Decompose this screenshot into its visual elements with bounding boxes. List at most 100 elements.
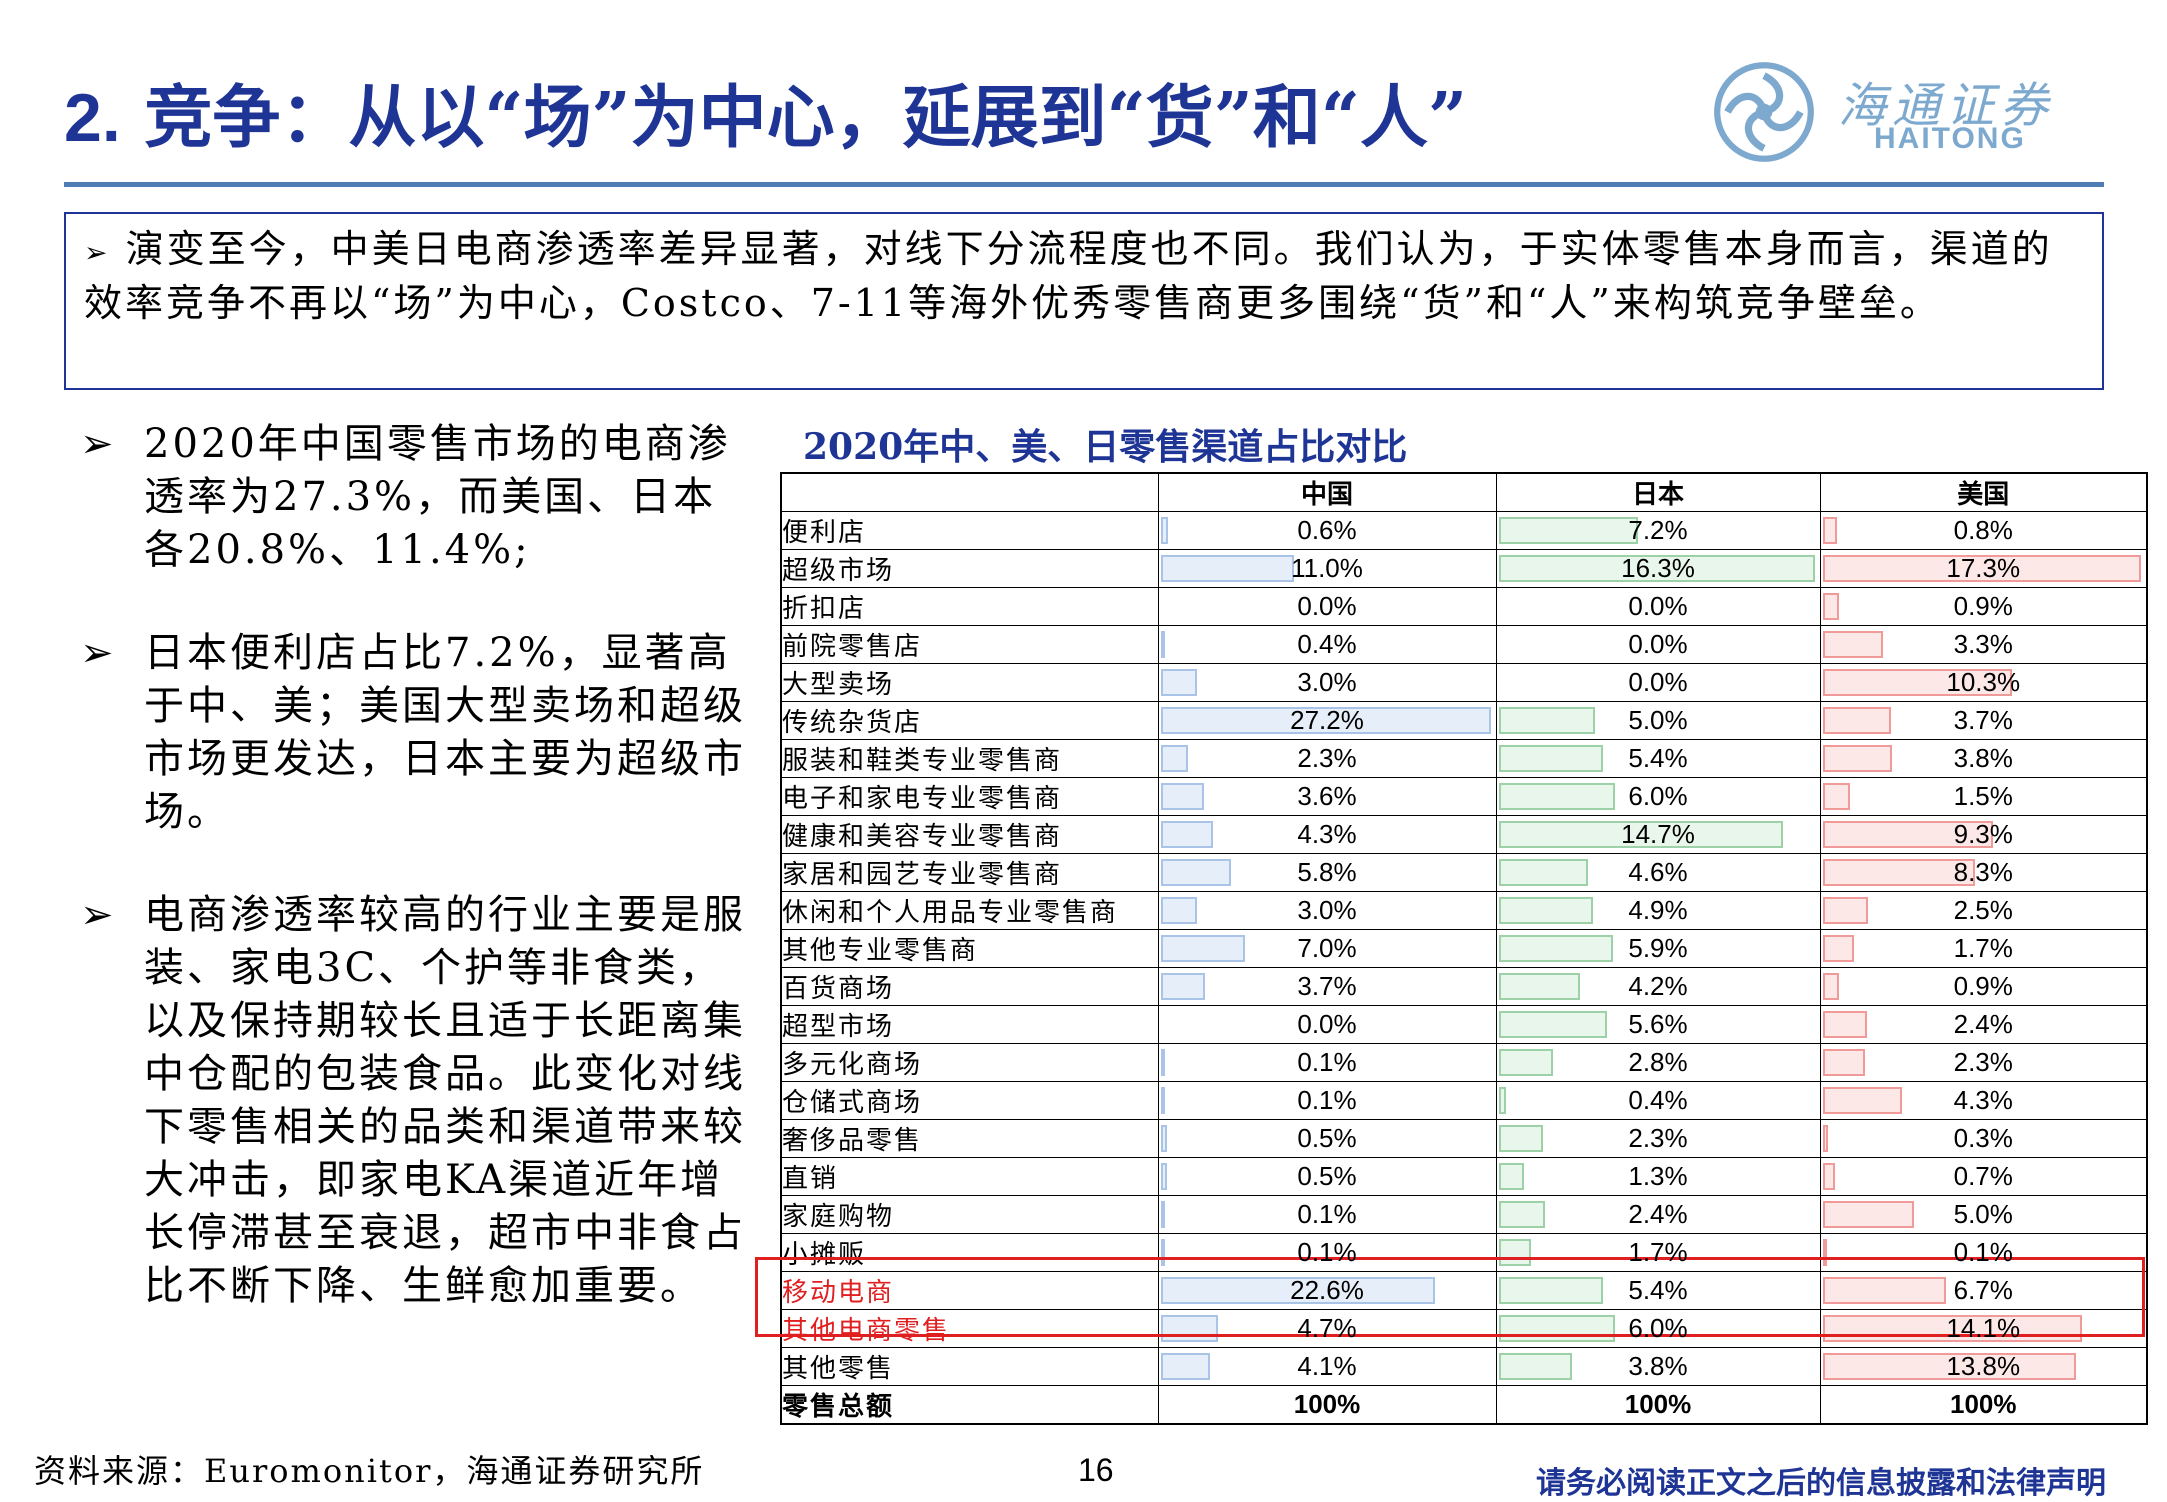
data-label-cn: 4.7% xyxy=(1297,1313,1357,1343)
table-row: 百货商场 3.7% 4.2% 0.9% xyxy=(780,967,2148,1006)
data-bar-jp xyxy=(1498,897,1594,924)
data-label-cn: 0.0% xyxy=(1297,591,1357,621)
data-bar-cn xyxy=(1160,1087,1165,1114)
table-body: 便利店 0.6% 7.2% 0.8% 超级市场 11.0% 16.3% 17.3% 折扣店 0.0… xyxy=(780,511,2148,1425)
channel-name: 家居和园艺专业零售商 xyxy=(780,853,1159,892)
value-cell-cn: 0.1% xyxy=(1157,1081,1497,1120)
page-number: 16 xyxy=(1078,1452,1114,1488)
value-cell-cn: 0.1% xyxy=(1157,1043,1497,1082)
data-label-us: 5.0% xyxy=(1953,1199,2013,1229)
disclaimer-note: 请务必阅读正文之后的信息披露和法律声明 xyxy=(1536,1466,2106,1501)
total-label: 零售总额 xyxy=(780,1385,1159,1425)
data-bar-jp xyxy=(1498,1277,1604,1304)
column-header-usa: 美国 xyxy=(1819,472,2148,512)
value-cell-us: 3.7% xyxy=(1819,701,2148,740)
data-label-us: 2.3% xyxy=(1953,1047,2013,1077)
table-row: 电子和家电专业零售商 3.6% 6.0% 1.5% xyxy=(780,777,2148,816)
value-cell-jp: 0.0% xyxy=(1495,663,1821,702)
data-bar-cn xyxy=(1160,1315,1218,1342)
table-row: 折扣店 0.0% 0.0% 0.9% xyxy=(780,587,2148,626)
bullet-text: 日本便利店占比7.2%，显著高于中、美；美国大型卖场和超级市场更发达，日本主要为… xyxy=(144,630,746,835)
data-bar-cn xyxy=(1160,1239,1165,1266)
data-label-cn: 7.0% xyxy=(1297,933,1357,963)
data-label-jp: 6.0% xyxy=(1628,1313,1688,1343)
data-bar-us xyxy=(1822,1277,1946,1304)
data-label-us: 14.1% xyxy=(1946,1313,2021,1343)
data-label-jp: 1.7% xyxy=(1628,1237,1688,1267)
value-cell-us: 13.8% xyxy=(1819,1347,2148,1386)
data-bar-us xyxy=(1822,1011,1867,1038)
total-value-us: 100% xyxy=(1819,1385,2148,1425)
data-label-cn: 4.1% xyxy=(1297,1351,1357,1381)
table-row: 直销 0.5% 1.3% 0.7% xyxy=(780,1157,2148,1196)
data-bar-us xyxy=(1822,593,1840,620)
data-label-cn: 0.4% xyxy=(1297,629,1357,659)
data-label-jp: 4.9% xyxy=(1628,895,1688,925)
bullet-text: 2020年中国零售市场的电商渗透率为27.3%，而美国、日本各20.8%、11.… xyxy=(144,421,731,573)
value-cell-cn: 5.8% xyxy=(1157,853,1497,892)
channel-name: 直销 xyxy=(780,1157,1159,1196)
data-label-us: 6.7% xyxy=(1953,1275,2013,1305)
data-bar-cn xyxy=(1160,1049,1165,1076)
value-cell-jp: 1.3% xyxy=(1495,1157,1821,1196)
data-bar-us xyxy=(1822,783,1851,810)
data-bar-jp xyxy=(1498,821,1784,848)
data-bar-us xyxy=(1822,935,1854,962)
data-label-jp: 1.3% xyxy=(1628,1161,1688,1191)
data-bar-cn xyxy=(1160,1163,1167,1190)
data-bar-cn xyxy=(1160,897,1197,924)
value-cell-cn: 0.5% xyxy=(1157,1157,1497,1196)
data-label-jp: 2.3% xyxy=(1628,1123,1688,1153)
bullet-arrow-icon: ➢ xyxy=(80,892,114,938)
table-row: 其他电商零售 4.7% 6.0% 14.1% xyxy=(780,1309,2148,1348)
data-bar-jp xyxy=(1498,783,1615,810)
channel-name: 电子和家电专业零售商 xyxy=(780,777,1159,816)
data-label-cn: 0.5% xyxy=(1297,1123,1357,1153)
value-cell-cn: 4.7% xyxy=(1157,1309,1497,1348)
data-bar-jp xyxy=(1498,859,1588,886)
data-label-us: 9.3% xyxy=(1953,819,2013,849)
value-cell-us: 5.0% xyxy=(1819,1195,2148,1234)
data-bar-jp xyxy=(1498,1087,1507,1114)
data-label-jp: 5.4% xyxy=(1628,743,1688,773)
table-row: 移动电商 22.6% 5.4% 6.7% xyxy=(780,1271,2148,1310)
data-bar-jp xyxy=(1498,1315,1615,1342)
table-row: 便利店 0.6% 7.2% 0.8% xyxy=(780,511,2148,550)
value-cell-jp: 5.0% xyxy=(1495,701,1821,740)
data-label-jp: 7.2% xyxy=(1628,515,1688,545)
channel-name: 健康和美容专业零售商 xyxy=(780,815,1159,854)
value-cell-us: 3.8% xyxy=(1819,739,2148,778)
intro-arrow-icon: ➢ xyxy=(84,236,111,269)
haitong-logo: 海通证券 HAITONG xyxy=(1712,60,2122,162)
value-cell-cn: 3.0% xyxy=(1157,891,1497,930)
data-label-us: 0.7% xyxy=(1953,1161,2013,1191)
table-row: 小摊贩 0.1% 1.7% 0.1% xyxy=(780,1233,2148,1272)
table-row: 家庭购物 0.1% 2.4% 5.0% xyxy=(780,1195,2148,1234)
channel-name: 奢侈品零售 xyxy=(780,1119,1159,1158)
channel-name: 大型卖场 xyxy=(780,663,1159,702)
value-cell-us: 0.9% xyxy=(1819,587,2148,626)
bullet-arrow-icon: ➢ xyxy=(80,630,114,676)
channel-name: 便利店 xyxy=(780,511,1159,550)
data-bar-us xyxy=(1822,1049,1865,1076)
data-bar-jp xyxy=(1498,555,1815,582)
value-cell-jp: 16.3% xyxy=(1495,549,1821,588)
data-label-cn: 0.0% xyxy=(1297,1009,1357,1039)
value-cell-cn: 0.1% xyxy=(1157,1195,1497,1234)
value-cell-us: 3.3% xyxy=(1819,625,2148,664)
value-cell-jp: 2.3% xyxy=(1495,1119,1821,1158)
data-label-jp: 0.0% xyxy=(1628,591,1688,621)
table-header-row: 中国 日本 美国 xyxy=(780,472,2148,512)
data-label-us: 0.9% xyxy=(1953,591,2013,621)
data-bar-us xyxy=(1822,745,1893,772)
value-cell-jp: 3.8% xyxy=(1495,1347,1821,1386)
data-bar-us xyxy=(1822,669,2012,696)
data-bar-jp xyxy=(1498,745,1604,772)
data-label-cn: 0.5% xyxy=(1297,1161,1357,1191)
data-bar-us xyxy=(1822,707,1891,734)
value-cell-cn: 4.3% xyxy=(1157,815,1497,854)
data-label-jp: 2.8% xyxy=(1628,1047,1688,1077)
data-label-cn: 0.1% xyxy=(1297,1199,1357,1229)
data-bar-jp xyxy=(1498,1125,1544,1152)
value-cell-cn: 0.4% xyxy=(1157,625,1497,664)
